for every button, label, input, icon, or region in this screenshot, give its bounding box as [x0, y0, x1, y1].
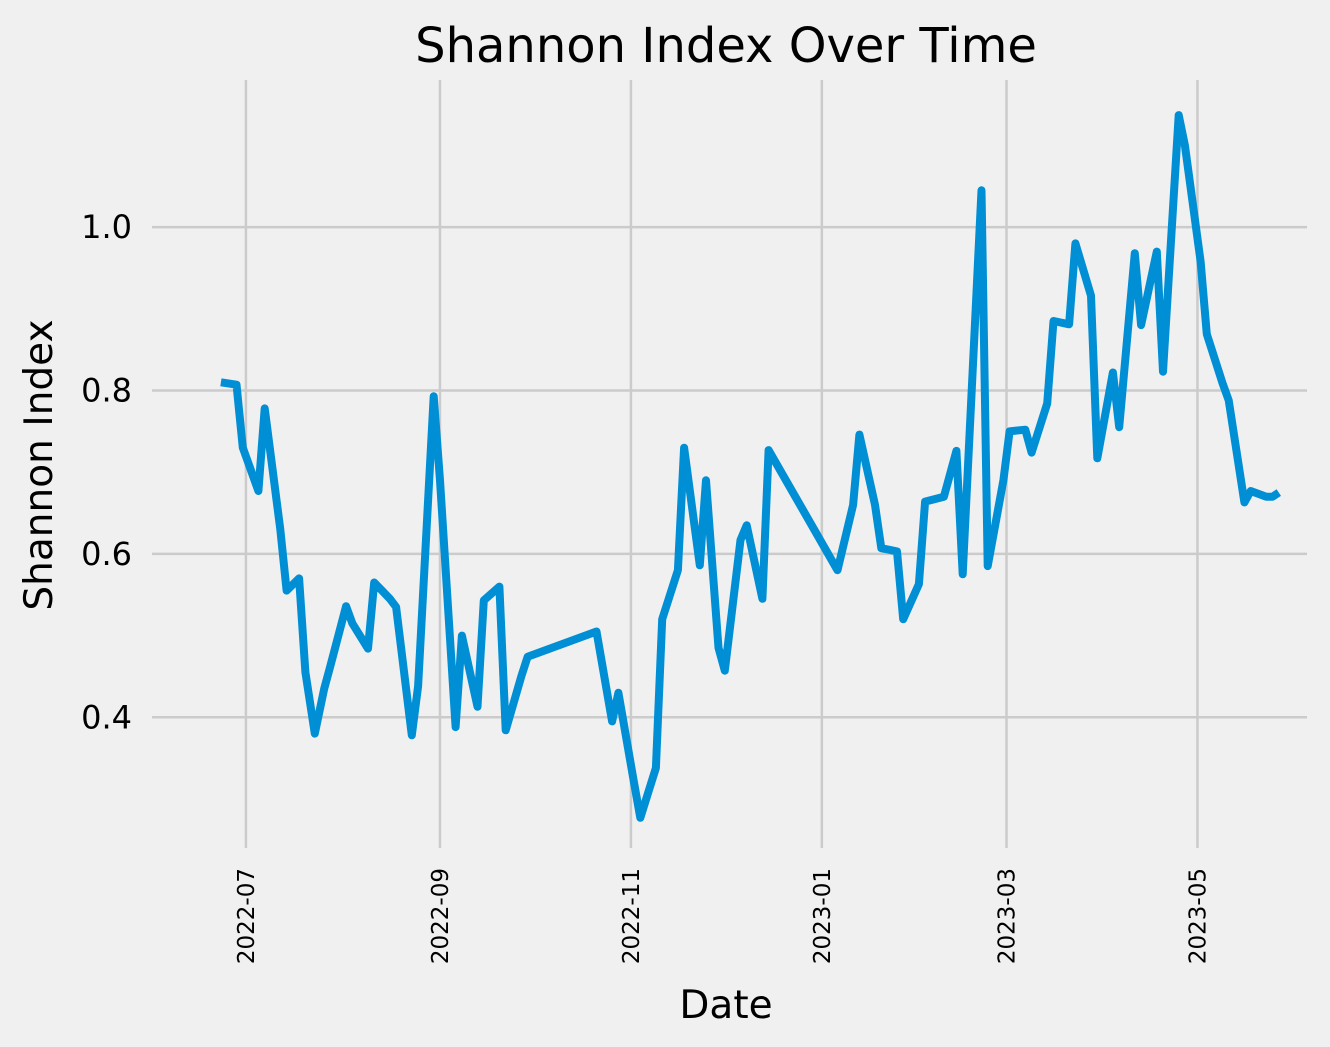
y-axis-label: Shannon Index — [17, 319, 62, 610]
series-line — [220, 111, 1282, 822]
chart-title: Shannon Index Over Time — [415, 18, 1037, 74]
x-tick-labels: 2022-07 2022-09 2022-11 2023-01 2023-03 2023-… — [234, 868, 1212, 964]
y-tick-label: 0.6 — [81, 535, 132, 573]
x-tick-label: 2022-09 — [428, 868, 454, 964]
x-tick-label: 2023-01 — [810, 868, 836, 964]
x-tick-label: 2022-11 — [619, 868, 645, 964]
y-tick-labels: 0.4 0.6 0.8 1.0 — [81, 208, 132, 736]
x-tick-label: 2023-05 — [1185, 868, 1211, 964]
x-tick-label: 2023-03 — [995, 868, 1021, 964]
x-tick-label: 2022-07 — [234, 868, 260, 964]
x-axis-label: Date — [679, 983, 772, 1028]
series-layer — [220, 111, 1282, 822]
y-tick-label: 1.0 — [81, 208, 132, 246]
y-tick-label: 0.8 — [81, 371, 132, 409]
y-tick-label: 0.4 — [81, 698, 132, 736]
